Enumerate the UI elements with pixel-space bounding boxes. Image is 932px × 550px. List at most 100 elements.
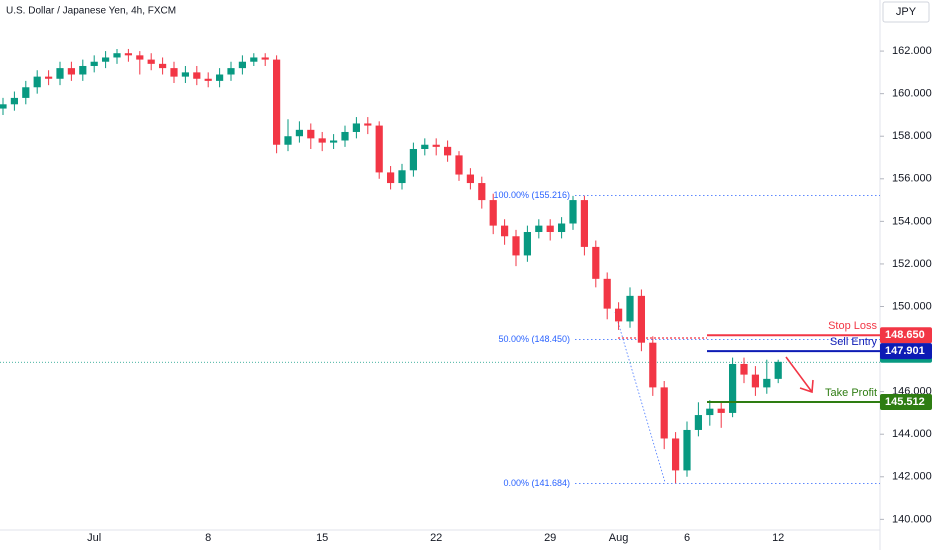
candle-body — [124, 53, 132, 56]
candle-body — [250, 57, 258, 62]
candle-body — [751, 374, 759, 388]
candle-body — [295, 129, 303, 137]
candle-body — [147, 59, 155, 64]
y-tick-label: 142.000 — [892, 471, 932, 483]
candle-body — [535, 225, 543, 233]
x-tick-label: 22 — [430, 532, 442, 544]
candle-body — [216, 74, 224, 81]
candle-body — [45, 76, 53, 79]
candle-body — [102, 57, 110, 62]
candle-body — [478, 183, 486, 201]
candle-body — [444, 146, 452, 156]
candle-body — [580, 200, 588, 247]
candle-body — [56, 68, 64, 79]
trade-level-name: Sell Entry — [830, 336, 878, 348]
candle-body — [774, 361, 782, 379]
candle-body — [113, 53, 121, 58]
fib-level-label: 100.00% (155.216) — [493, 190, 570, 200]
x-tick-label: 6 — [684, 532, 690, 544]
candle-body — [0, 104, 7, 109]
price-badge — [880, 327, 932, 344]
candle-body — [626, 295, 634, 322]
candle-body — [683, 429, 691, 471]
candle-body — [489, 200, 497, 226]
candle-body — [409, 148, 417, 171]
candle-body — [227, 68, 235, 75]
candle-body — [261, 57, 269, 60]
candle-body — [694, 415, 702, 430]
candle-body — [421, 144, 429, 149]
x-tick-label: 12 — [772, 532, 784, 544]
y-tick-label: 158.000 — [892, 130, 932, 142]
candle-body — [637, 295, 645, 343]
currency-box[interactable] — [882, 1, 930, 23]
y-tick-label: 144.000 — [892, 428, 932, 440]
candle-body — [10, 97, 18, 105]
candle-body — [512, 236, 520, 256]
fib-trend-line — [614, 311, 666, 483]
candle-body — [546, 225, 554, 233]
candle-body — [352, 123, 360, 132]
x-tick-label: Aug — [609, 532, 629, 544]
candle-body — [740, 363, 748, 375]
candle-body — [672, 438, 680, 471]
candle-body — [375, 125, 383, 173]
candle-body — [387, 172, 395, 184]
candle-body — [341, 131, 349, 141]
price-badge-label: 148.650 — [885, 329, 925, 341]
price-badge-label: 147.901 — [885, 345, 925, 357]
candle-body — [181, 72, 189, 77]
candle-body — [90, 61, 98, 66]
candle-body — [159, 63, 167, 69]
candle-body — [238, 61, 246, 69]
candle-body — [398, 170, 406, 184]
candle-body — [455, 155, 463, 175]
y-tick-label: 160.000 — [892, 88, 932, 100]
candle-body — [523, 232, 531, 256]
y-tick-label: 140.000 — [892, 513, 932, 525]
candle-body — [763, 378, 771, 388]
candle-body — [318, 138, 326, 143]
candle-body — [67, 68, 75, 75]
fib-level-label: 50.00% (148.450) — [498, 334, 570, 344]
candle-body — [649, 342, 657, 388]
x-tick-label: 15 — [316, 532, 328, 544]
down-arrow — [785, 356, 814, 394]
candle-body — [592, 246, 600, 279]
candle-body — [136, 55, 144, 60]
price-badge — [880, 394, 932, 411]
candle-body — [432, 144, 440, 147]
candle-body — [501, 225, 509, 237]
candle-body — [33, 76, 41, 88]
candle-body — [558, 223, 566, 233]
x-tick-label: 29 — [544, 532, 556, 544]
candle-body — [273, 59, 281, 145]
trade-level-name: Take Profit — [825, 387, 877, 399]
candle-body — [729, 363, 737, 413]
y-tick-label: 156.000 — [892, 173, 932, 185]
candle-body — [364, 123, 372, 126]
y-tick-label: 154.000 — [892, 215, 932, 227]
y-tick-label: 162.000 — [892, 45, 932, 57]
candle-body — [615, 308, 623, 322]
chart-title: U.S. Dollar / Japanese Yen, 4h, FXCM — [6, 6, 176, 17]
candle-body — [193, 72, 201, 79]
price-badge — [880, 343, 932, 360]
currency-label: JPY — [896, 6, 917, 18]
candle-body — [22, 87, 30, 98]
candle-body — [466, 174, 474, 184]
candle-body — [204, 78, 212, 81]
candle-body — [330, 140, 338, 143]
fib-level-label: 0.00% (141.684) — [503, 478, 570, 488]
candle-body — [569, 200, 577, 224]
candle-body — [79, 65, 87, 75]
y-tick-label: 150.000 — [892, 300, 932, 312]
candle-body — [307, 129, 315, 139]
candle-body — [603, 278, 611, 309]
candle-body — [660, 387, 668, 439]
candle-body — [170, 68, 178, 77]
candle-body — [706, 408, 714, 416]
x-tick-label: Jul — [87, 532, 101, 544]
trade-level-name: Stop Loss — [828, 320, 877, 332]
